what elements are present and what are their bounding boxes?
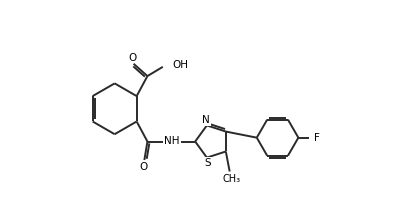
Text: CH₃: CH₃ bbox=[223, 174, 241, 184]
Text: O: O bbox=[128, 53, 136, 62]
Text: S: S bbox=[204, 158, 211, 168]
Text: NH: NH bbox=[164, 136, 180, 146]
Text: F: F bbox=[314, 133, 320, 143]
Text: O: O bbox=[139, 162, 148, 172]
Text: N: N bbox=[202, 115, 210, 125]
Text: OH: OH bbox=[172, 60, 188, 70]
